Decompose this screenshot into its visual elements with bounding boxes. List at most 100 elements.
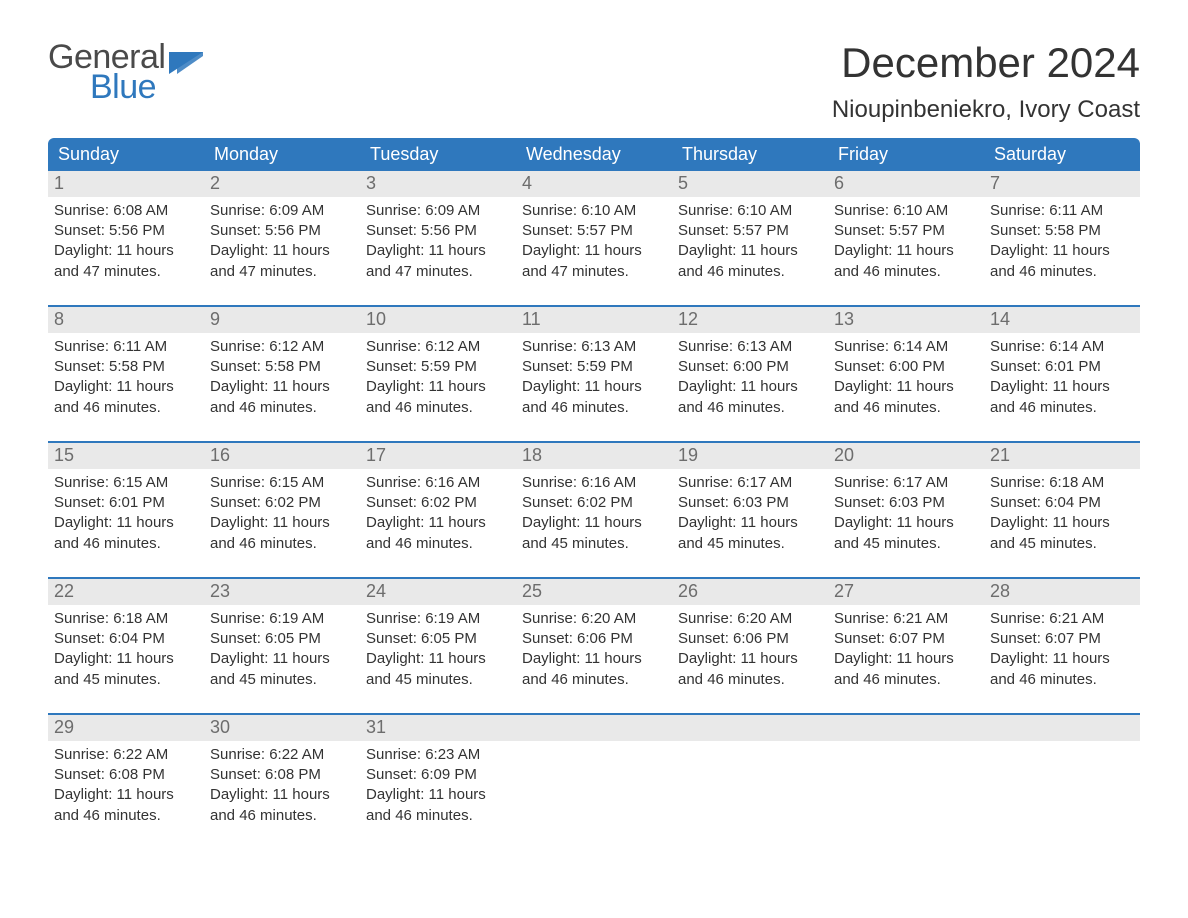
sunset-line: Sunset: 5:56 PM bbox=[366, 221, 510, 241]
cell-body: Sunrise: 6:09 AMSunset: 5:56 PMDaylight:… bbox=[204, 197, 360, 288]
date-number: 11 bbox=[516, 307, 672, 333]
sunrise-line: Sunrise: 6:12 AM bbox=[366, 337, 510, 357]
sunrise-line: Sunrise: 6:20 AM bbox=[522, 609, 666, 629]
sunset-line: Sunset: 5:58 PM bbox=[210, 357, 354, 377]
cell-body: Sunrise: 6:08 AMSunset: 5:56 PMDaylight:… bbox=[48, 197, 204, 288]
cell-body: Sunrise: 6:19 AMSunset: 6:05 PMDaylight:… bbox=[204, 605, 360, 696]
calendar-cell: 11Sunrise: 6:13 AMSunset: 5:59 PMDayligh… bbox=[516, 307, 672, 425]
date-number: 31 bbox=[360, 715, 516, 741]
sunrise-line: Sunrise: 6:21 AM bbox=[990, 609, 1134, 629]
sunrise-line: Sunrise: 6:11 AM bbox=[990, 201, 1134, 221]
sunset-line: Sunset: 6:03 PM bbox=[834, 493, 978, 513]
date-number bbox=[984, 715, 1140, 741]
sunset-line: Sunset: 6:09 PM bbox=[366, 765, 510, 785]
date-number: 17 bbox=[360, 443, 516, 469]
date-number: 16 bbox=[204, 443, 360, 469]
daylight-line: Daylight: 11 hours and 46 minutes. bbox=[210, 377, 354, 418]
sunrise-line: Sunrise: 6:17 AM bbox=[834, 473, 978, 493]
daylight-line: Daylight: 11 hours and 46 minutes. bbox=[678, 241, 822, 282]
date-number: 24 bbox=[360, 579, 516, 605]
date-number: 1 bbox=[48, 171, 204, 197]
sunset-line: Sunset: 5:57 PM bbox=[678, 221, 822, 241]
daylight-line: Daylight: 11 hours and 46 minutes. bbox=[522, 649, 666, 690]
calendar-cell: 19Sunrise: 6:17 AMSunset: 6:03 PMDayligh… bbox=[672, 443, 828, 561]
daylight-line: Daylight: 11 hours and 46 minutes. bbox=[54, 513, 198, 554]
sunrise-line: Sunrise: 6:12 AM bbox=[210, 337, 354, 357]
day-header-cell: Monday bbox=[204, 138, 360, 171]
date-number: 2 bbox=[204, 171, 360, 197]
daylight-line: Daylight: 11 hours and 47 minutes. bbox=[210, 241, 354, 282]
date-number: 8 bbox=[48, 307, 204, 333]
daylight-line: Daylight: 11 hours and 45 minutes. bbox=[54, 649, 198, 690]
sunrise-line: Sunrise: 6:23 AM bbox=[366, 745, 510, 765]
calendar-cell: 16Sunrise: 6:15 AMSunset: 6:02 PMDayligh… bbox=[204, 443, 360, 561]
cell-body: Sunrise: 6:17 AMSunset: 6:03 PMDaylight:… bbox=[672, 469, 828, 560]
daylight-line: Daylight: 11 hours and 45 minutes. bbox=[834, 513, 978, 554]
daylight-line: Daylight: 11 hours and 46 minutes. bbox=[366, 513, 510, 554]
calendar-cell: 23Sunrise: 6:19 AMSunset: 6:05 PMDayligh… bbox=[204, 579, 360, 697]
date-number: 29 bbox=[48, 715, 204, 741]
day-header-cell: Friday bbox=[828, 138, 984, 171]
calendar-week: 22Sunrise: 6:18 AMSunset: 6:04 PMDayligh… bbox=[48, 577, 1140, 697]
sunrise-line: Sunrise: 6:14 AM bbox=[834, 337, 978, 357]
cell-body: Sunrise: 6:18 AMSunset: 6:04 PMDaylight:… bbox=[48, 605, 204, 696]
sunrise-line: Sunrise: 6:14 AM bbox=[990, 337, 1134, 357]
calendar-cell: 8Sunrise: 6:11 AMSunset: 5:58 PMDaylight… bbox=[48, 307, 204, 425]
sunrise-line: Sunrise: 6:08 AM bbox=[54, 201, 198, 221]
daylight-line: Daylight: 11 hours and 46 minutes. bbox=[990, 377, 1134, 418]
sunset-line: Sunset: 5:56 PM bbox=[54, 221, 198, 241]
sunrise-line: Sunrise: 6:10 AM bbox=[834, 201, 978, 221]
date-number: 7 bbox=[984, 171, 1140, 197]
cell-body: Sunrise: 6:17 AMSunset: 6:03 PMDaylight:… bbox=[828, 469, 984, 560]
date-number: 9 bbox=[204, 307, 360, 333]
sunrise-line: Sunrise: 6:17 AM bbox=[678, 473, 822, 493]
calendar-cell: 9 Sunrise: 6:12 AMSunset: 5:58 PMDaylight… bbox=[204, 307, 360, 425]
sunrise-line: Sunrise: 6:10 AM bbox=[678, 201, 822, 221]
sunset-line: Sunset: 6:03 PM bbox=[678, 493, 822, 513]
sunrise-line: Sunrise: 6:15 AM bbox=[54, 473, 198, 493]
month-title: December 2024 bbox=[832, 40, 1140, 86]
sunset-line: Sunset: 6:00 PM bbox=[834, 357, 978, 377]
calendar-cell: 5Sunrise: 6:10 AMSunset: 5:57 PMDaylight… bbox=[672, 171, 828, 289]
daylight-line: Daylight: 11 hours and 46 minutes. bbox=[678, 649, 822, 690]
sunset-line: Sunset: 6:08 PM bbox=[210, 765, 354, 785]
date-number: 18 bbox=[516, 443, 672, 469]
sunrise-line: Sunrise: 6:19 AM bbox=[210, 609, 354, 629]
date-number: 30 bbox=[204, 715, 360, 741]
calendar-day-header: Sunday Monday Tuesday Wednesday Thursday… bbox=[48, 138, 1140, 171]
sunrise-line: Sunrise: 6:18 AM bbox=[54, 609, 198, 629]
calendar-cell bbox=[828, 715, 984, 833]
sunset-line: Sunset: 6:00 PM bbox=[678, 357, 822, 377]
sunset-line: Sunset: 6:02 PM bbox=[210, 493, 354, 513]
cell-body: Sunrise: 6:22 AMSunset: 6:08 PMDaylight:… bbox=[204, 741, 360, 832]
sunset-line: Sunset: 6:07 PM bbox=[834, 629, 978, 649]
cell-body: Sunrise: 6:15 AMSunset: 6:01 PMDaylight:… bbox=[48, 469, 204, 560]
calendar-cell: 13Sunrise: 6:14 AMSunset: 6:00 PMDayligh… bbox=[828, 307, 984, 425]
cell-body: Sunrise: 6:20 AMSunset: 6:06 PMDaylight:… bbox=[516, 605, 672, 696]
day-header-cell: Saturday bbox=[984, 138, 1140, 171]
calendar-cell: 27Sunrise: 6:21 AMSunset: 6:07 PMDayligh… bbox=[828, 579, 984, 697]
cell-body: Sunrise: 6:19 AMSunset: 6:05 PMDaylight:… bbox=[360, 605, 516, 696]
daylight-line: Daylight: 11 hours and 45 minutes. bbox=[678, 513, 822, 554]
sunset-line: Sunset: 6:02 PM bbox=[366, 493, 510, 513]
cell-body: Sunrise: 6:13 AMSunset: 5:59 PMDaylight:… bbox=[516, 333, 672, 424]
brand-logo: General Blue bbox=[48, 40, 203, 104]
sunset-line: Sunset: 6:01 PM bbox=[990, 357, 1134, 377]
daylight-line: Daylight: 11 hours and 46 minutes. bbox=[834, 377, 978, 418]
sunrise-line: Sunrise: 6:16 AM bbox=[366, 473, 510, 493]
daylight-line: Daylight: 11 hours and 46 minutes. bbox=[366, 377, 510, 418]
sunrise-line: Sunrise: 6:09 AM bbox=[366, 201, 510, 221]
sunrise-line: Sunrise: 6:20 AM bbox=[678, 609, 822, 629]
cell-body: Sunrise: 6:11 AMSunset: 5:58 PMDaylight:… bbox=[48, 333, 204, 424]
date-number: 14 bbox=[984, 307, 1140, 333]
date-number: 19 bbox=[672, 443, 828, 469]
cell-body: Sunrise: 6:21 AMSunset: 6:07 PMDaylight:… bbox=[828, 605, 984, 696]
date-number: 4 bbox=[516, 171, 672, 197]
sunrise-line: Sunrise: 6:21 AM bbox=[834, 609, 978, 629]
sunset-line: Sunset: 5:57 PM bbox=[522, 221, 666, 241]
cell-body: Sunrise: 6:23 AMSunset: 6:09 PMDaylight:… bbox=[360, 741, 516, 832]
sunset-line: Sunset: 5:59 PM bbox=[522, 357, 666, 377]
sunrise-line: Sunrise: 6:13 AM bbox=[522, 337, 666, 357]
daylight-line: Daylight: 11 hours and 47 minutes. bbox=[366, 241, 510, 282]
daylight-line: Daylight: 11 hours and 45 minutes. bbox=[522, 513, 666, 554]
